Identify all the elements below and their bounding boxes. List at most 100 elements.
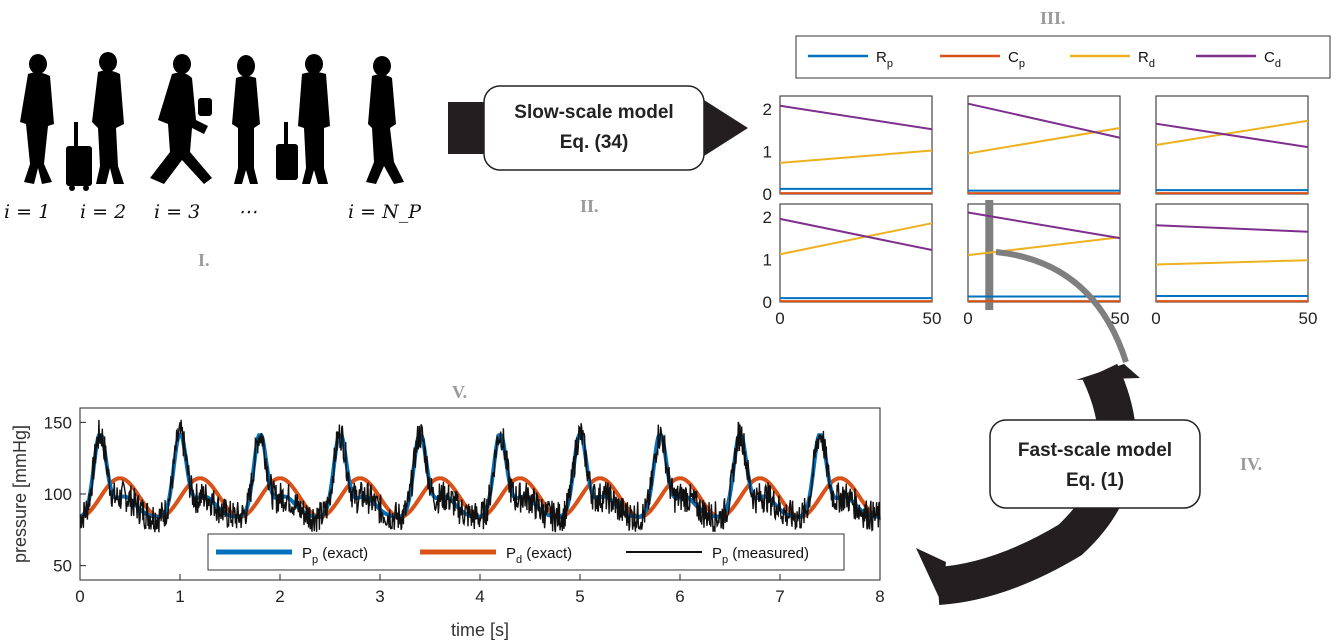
arrow-shaft-left [448,102,488,154]
y-tick-label: 2 [763,100,772,119]
person-silhouette-4 [232,55,260,184]
y-tick-label: 0 [763,293,772,312]
slow-model-arrow: Slow-scale model Eq. (34) [448,85,748,171]
stage-label-5: V. [452,382,467,402]
stage-label-2: II. [580,196,599,216]
legend-label-Cp-sub: p [1019,58,1025,70]
index-label-2: i = 2 [80,201,126,223]
arc-arrow-head [1076,364,1140,380]
y-tick-label: 2 [763,208,772,227]
x-tick-label: 0 [1151,309,1160,328]
y-tick-label: 50 [53,557,72,576]
pressure-legend-label-2-main: P [712,545,722,562]
x-tick-label: 0 [75,587,84,606]
x-tick-label: 2 [275,587,284,606]
param-panel-r0c2 [1155,95,1309,195]
pressure-legend-label-1-suffix: (exact) [522,545,572,562]
person-silhouette-6 [366,56,404,184]
pressure-legend-label-0: Pp (exact) [302,545,368,566]
stage-label-4: IV. [1240,454,1262,474]
legend-label-Cp-main: C [1008,49,1019,66]
legend-label-Rp-sub: p [887,58,893,70]
param-panel-r1c0: 0 1 2 0 50 [763,203,942,328]
pressure-legend-label-0-suffix: (exact) [318,545,368,562]
legend-label-Rp: Rp [876,49,893,70]
fast-model-arrow: Fast-scale model Eq. (1) [916,249,1201,605]
x-tick-label: 50 [1111,309,1130,328]
series-line-Cd [779,217,933,251]
param-panel-r1c1: 0 50 [963,200,1129,328]
param-legend: Rp Cp Rd Cd [795,35,1331,79]
legend-label-Rd: Rd [1138,49,1155,70]
legend-label-Cp: Cp [1008,49,1025,70]
arrow-head-right [704,100,748,156]
pressure-legend-label-2-suffix: (measured) [728,545,809,562]
pressure-chart: 0 1 2 3 4 5 6 7 8 50 100 150 time [s] pressure [mmHg]… [10,407,885,640]
person-silhouette-3 [150,54,212,184]
panel-frame [1155,95,1309,195]
x-tick-label: 6 [675,587,684,606]
x-tick-label: 3 [375,587,384,606]
slow-model-equation: Eq. (34) [560,132,629,153]
panel-frame [967,95,1121,195]
index-label-ellipsis: ⋯ [238,201,257,223]
index-label-1: i = 1 [4,201,50,223]
x-tick-label: 4 [475,587,484,606]
fast-model-title: Fast-scale model [1018,440,1172,461]
pressure-legend-label-1-main: P [506,545,516,562]
pressure-legend-label-2: Pp (measured) [712,545,809,566]
param-panel-r0c1 [967,95,1121,195]
pressure-legend-label-0-sub: p [312,554,318,566]
x-tick-label: 8 [875,587,884,606]
person-silhouette-2 [66,52,124,191]
series-line-Rd [779,149,933,164]
series-line-Rd [779,222,933,256]
x-tick-label: 0 [775,309,784,328]
x-tick-label: 0 [963,309,972,328]
y-tick-label: 0 [763,185,772,204]
series-line-Rd [1155,119,1309,146]
index-label-np: i = N_P [348,201,422,223]
legend-label-Cd: Cd [1264,49,1281,70]
fast-model-box [989,419,1201,509]
arc-highlight-connector [995,249,1129,363]
person-index-labels: i = 1 i = 2 i = 3 ⋯ i = N_P [4,201,422,223]
param-panel-r1c2: 0 50 [1151,203,1318,328]
person-silhouette-5 [276,54,330,184]
series-line-Cd [967,102,1121,139]
x-tick-label: 1 [175,587,184,606]
series-line-Cd [1155,122,1309,149]
panel-frame [1155,203,1309,303]
pressure-legend-label-0-main: P [302,545,312,562]
y-tick-label: 150 [44,413,72,432]
panel-frame [779,95,933,195]
x-axis-label: time [s] [451,620,509,640]
index-label-3: i = 3 [154,201,200,223]
series-line-Cd [1155,224,1309,233]
pressure-legend-label-1: Pd (exact) [506,545,572,566]
people-silhouettes [20,52,404,191]
y-tick-label: 1 [763,250,772,269]
x-tick-label: 5 [575,587,584,606]
pressure-legend-box [207,533,845,571]
pressure-legend-label-1-sub: d [516,554,522,566]
series-line-Rd [1155,259,1309,266]
x-tick-label: 7 [775,587,784,606]
series-line-pp-measured [79,419,881,533]
legend-label-Cd-main: C [1264,49,1275,66]
legend-label-Rd-sub: d [1149,58,1155,70]
legend-label-Cd-sub: d [1275,58,1281,70]
x-tick-label: 50 [923,309,942,328]
x-tick-label: 50 [1299,309,1318,328]
series-line-Rd [967,236,1121,257]
pressure-legend-label-2-sub: p [722,554,728,566]
y-tick-label: 100 [44,485,72,504]
y-tick-label: 1 [763,142,772,161]
stage-label-3: III. [1040,8,1066,28]
series-line-Cd [967,211,1121,240]
param-panel-r0c0: 0 1 2 [763,95,933,204]
param-panels: 0 1 2 0 1 2 0 50 0 50 0 50 [763,95,1318,328]
slow-model-box [483,85,705,171]
slow-model-title: Slow-scale model [514,102,673,123]
